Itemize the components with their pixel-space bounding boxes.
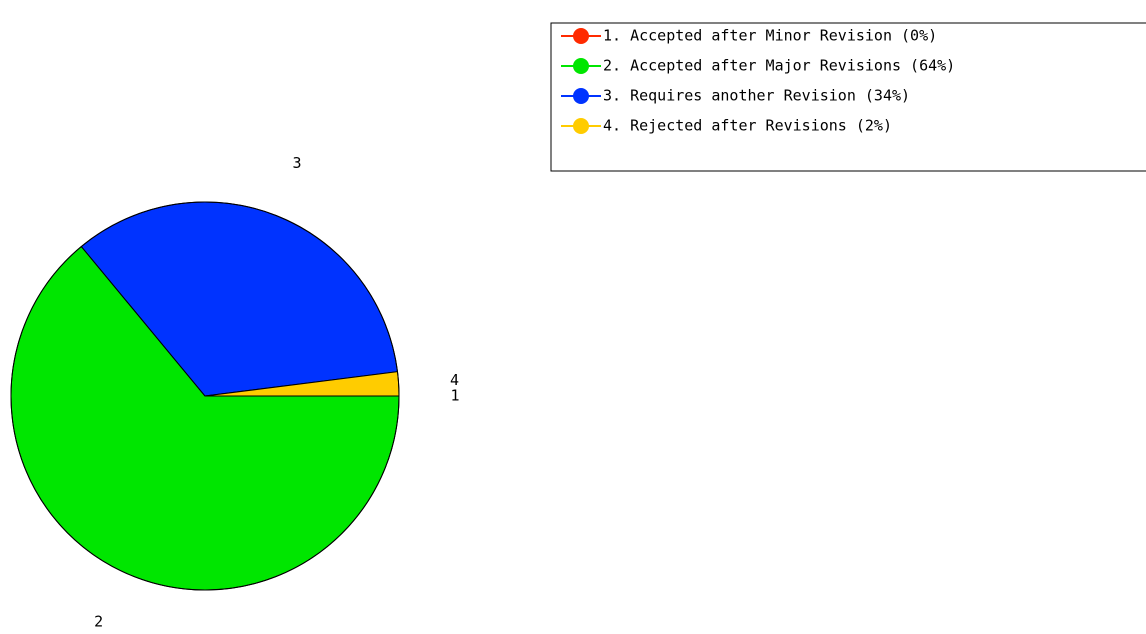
legend-item-2: 2. Accepted after Major Revisions (64%) [561, 57, 955, 75]
legend-label-3: 3. Requires another Revision (34%) [603, 87, 910, 105]
slice-labels: 1 2 3 4 [94, 154, 459, 631]
pie-outline [10, 201, 400, 591]
legend-marker-3 [573, 88, 589, 104]
slice-label-1: 1 [450, 387, 459, 405]
legend-label-2: 2. Accepted after Major Revisions (64%) [603, 57, 955, 75]
legend-label-1: 1. Accepted after Minor Revision (0%) [603, 27, 937, 45]
slice-label-2: 2 [94, 613, 103, 631]
legend-item-1: 1. Accepted after Minor Revision (0%) [561, 27, 937, 45]
legend-box [550, 22, 1146, 172]
legend: 1. Accepted after Minor Revision (0%) 2. … [550, 22, 1146, 172]
legend-label-4: 4. Rejected after Revisions (2%) [603, 117, 892, 135]
legend-item-4: 4. Rejected after Revisions (2%) [561, 117, 892, 135]
legend-items: 1. Accepted after Minor Revision (0%) 2. … [561, 27, 955, 135]
legend-marker-2 [573, 58, 589, 74]
pie-slices [10, 201, 400, 591]
legend-marker-1 [573, 28, 589, 44]
slice-label-3: 3 [292, 154, 301, 172]
legend-marker-4 [573, 118, 589, 134]
legend-item-3: 3. Requires another Revision (34%) [561, 87, 910, 105]
slice-label-4: 4 [450, 371, 459, 389]
